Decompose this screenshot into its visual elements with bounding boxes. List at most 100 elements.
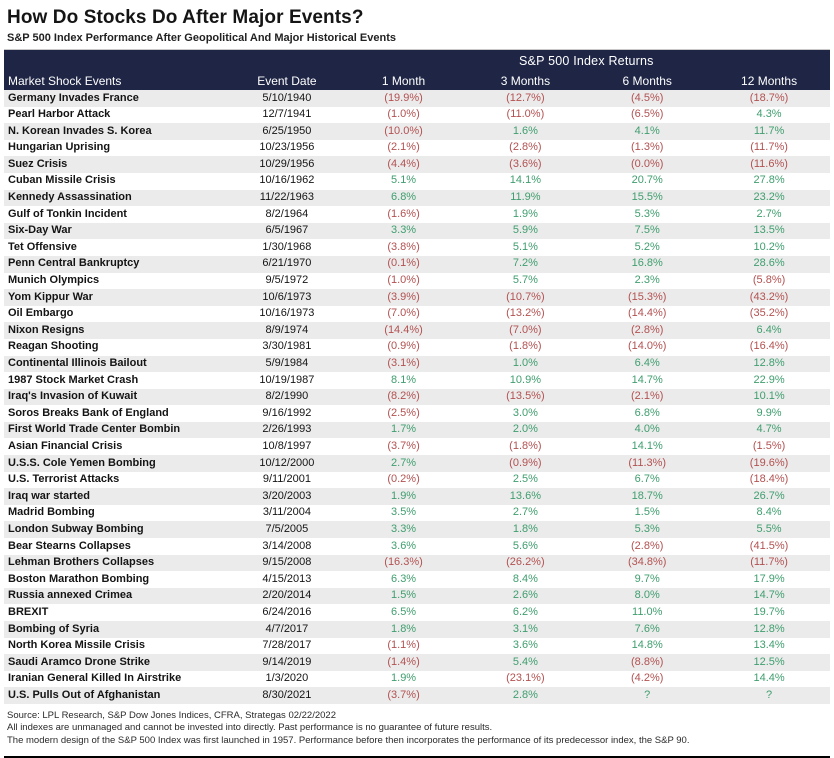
return-value: (14.4%) (627, 307, 667, 320)
return-value: 22.9% (753, 373, 785, 386)
return-value: 10.9% (509, 373, 541, 386)
event-date: 8/2/1964 (265, 207, 309, 220)
return-value: (2.8%) (631, 539, 664, 552)
events-table: S&P 500 Index Returns Market Shock Event… (4, 50, 830, 704)
table-row: Cuban Missile Crisis 10/16/1962 5.1% 14.1% 2… (4, 173, 830, 190)
return-value: 3.3% (391, 522, 417, 535)
return-value: 3.5% (391, 506, 417, 519)
return-value: 18.7% (631, 489, 663, 502)
table-row: Iraq's Invasion of Kuwait 8/2/1990 (8.2%) (… (4, 388, 830, 406)
return-value: 5.5% (756, 522, 782, 535)
table-row: Bombing of Syria 4/7/2017 1.8% 3.1% 7.6% 12.8… (4, 621, 830, 638)
table-row: Germany Invades France 5/10/1940 (19.9%) (1… (4, 90, 830, 107)
return-value: (1.6%) (387, 207, 420, 220)
table-row: First World Trade Center Bombin 2/26/1993… (4, 421, 830, 439)
return-value: 9.7% (634, 572, 660, 585)
return-value: 6.4% (634, 357, 660, 369)
return-value: 19.7% (753, 605, 785, 618)
event-date: 7/28/2017 (262, 639, 312, 652)
event-name: London Subway Bombing (8, 522, 144, 535)
return-value: 5.1% (512, 240, 538, 253)
return-value: (4.2%) (631, 672, 664, 685)
return-value: (3.1%) (387, 357, 420, 369)
return-value: (2.8%) (631, 323, 664, 336)
event-name: Continental Illinois Bailout (8, 357, 147, 369)
table-row: Boston Marathon Bombing 4/15/2013 6.3% 8.4%… (4, 571, 830, 588)
event-date: 3/14/2008 (262, 539, 312, 552)
return-value: 4.1% (634, 124, 660, 137)
event-date: 8/9/1974 (265, 323, 309, 336)
table-row: Madrid Bombing 3/11/2004 3.5% 2.7% 1.5% 8.4% (4, 505, 830, 522)
event-name: Munich Olympics (8, 274, 100, 287)
table-row: Tet Offensive 1/30/1968 (3.8%) 5.1% 5.2% 10.2… (4, 239, 830, 256)
return-value: 9.9% (756, 406, 782, 419)
return-value: (0.2%) (387, 473, 420, 486)
return-value: 3.1% (512, 622, 538, 635)
return-value: 8.0% (634, 589, 660, 602)
table-row: Six-Day War 6/5/1967 3.3% 5.9% 7.5% 13.5% (4, 222, 830, 240)
table-row: Iraq war started 3/20/2003 1.9% 13.6% 18.7% 2… (4, 488, 830, 505)
event-name: Asian Financial Crisis (8, 439, 123, 452)
return-value: 16.8% (631, 257, 663, 270)
return-value: 17.9% (753, 572, 785, 585)
table-row: Gulf of Tonkin Incident 8/2/1964 (1.6%) 1.9… (4, 206, 830, 223)
event-date: 1/3/2020 (265, 672, 309, 685)
return-value: 12.5% (753, 655, 785, 668)
event-name: N. Korean Invades S. Korea (8, 124, 152, 137)
return-value: (1.8%) (509, 340, 542, 353)
event-date: 8/2/1990 (265, 390, 309, 403)
event-date: 9/16/1992 (262, 406, 312, 419)
return-value: (41.5%) (749, 539, 789, 552)
event-name: Iraq's Invasion of Kuwait (8, 390, 138, 403)
event-date: 1/30/1968 (262, 240, 312, 253)
return-value: (2.8%) (509, 141, 542, 154)
table-row: Nixon Resigns 8/9/1974 (14.4%) (7.0%) (2.8%)… (4, 322, 830, 339)
event-date: 7/5/2005 (265, 522, 309, 535)
event-date: 11/22/1963 (259, 191, 315, 204)
return-value: (23.1%) (506, 672, 545, 685)
table-row: BREXIT 6/24/2016 6.5% 6.2% 11.0% 19.7% (4, 604, 830, 621)
return-value: (7.0%) (509, 323, 542, 336)
return-value: 13.5% (753, 224, 785, 237)
return-value: (11.3%) (628, 456, 667, 469)
event-date: 9/5/1972 (265, 274, 309, 287)
return-value: 6.2% (512, 605, 538, 618)
return-value: 5.4% (512, 655, 538, 668)
event-name: Bear Stearns Collapses (8, 539, 131, 552)
return-value: (10.7%) (506, 290, 545, 303)
page-title: How Do Stocks Do After Major Events? (7, 7, 364, 28)
return-value: 7.5% (634, 224, 660, 237)
return-value: (2.1%) (631, 390, 664, 403)
return-value: 2.3% (634, 274, 660, 287)
column-header: 1 Month (342, 71, 465, 90)
event-date: 10/12/2000 (259, 456, 315, 469)
table-row: Lehman Brothers Collapses 9/15/2008 (16.3%… (4, 554, 830, 572)
return-value: (16.4%) (749, 340, 789, 353)
return-value: 14.7% (753, 589, 785, 602)
table-row: Iranian General Killed In Airstrike 1/3/2… (4, 671, 830, 688)
return-value: 1.9% (512, 207, 538, 220)
return-value: 14.1% (509, 174, 541, 187)
return-value: (11.7%) (750, 141, 788, 154)
event-date: 10/6/1973 (262, 290, 312, 303)
return-value: 5.3% (634, 522, 660, 535)
return-value: 1.5% (634, 506, 660, 519)
return-value: (8.2%) (387, 390, 420, 403)
return-value: (1.3%) (631, 141, 664, 154)
event-name: Lehman Brothers Collapses (8, 556, 155, 569)
return-value: (18.7%) (749, 91, 789, 104)
return-value: 6.8% (634, 406, 660, 419)
event-name: Iranian General Killed In Airstrike (8, 672, 182, 685)
return-value: (0.9%) (509, 456, 542, 469)
event-name: Penn Central Bankruptcy (8, 257, 140, 270)
return-value: (0.1%) (387, 257, 420, 270)
event-date: 9/11/2001 (262, 473, 311, 486)
event-date: 10/23/1956 (259, 141, 315, 154)
event-name: North Korea Missile Crisis (8, 639, 145, 652)
event-date: 12/7/1941 (262, 108, 312, 121)
return-value: (18.4%) (749, 473, 789, 486)
event-date: 5/10/1940 (262, 91, 312, 104)
return-value: 11.7% (753, 124, 785, 137)
return-value: (3.8%) (387, 240, 420, 253)
